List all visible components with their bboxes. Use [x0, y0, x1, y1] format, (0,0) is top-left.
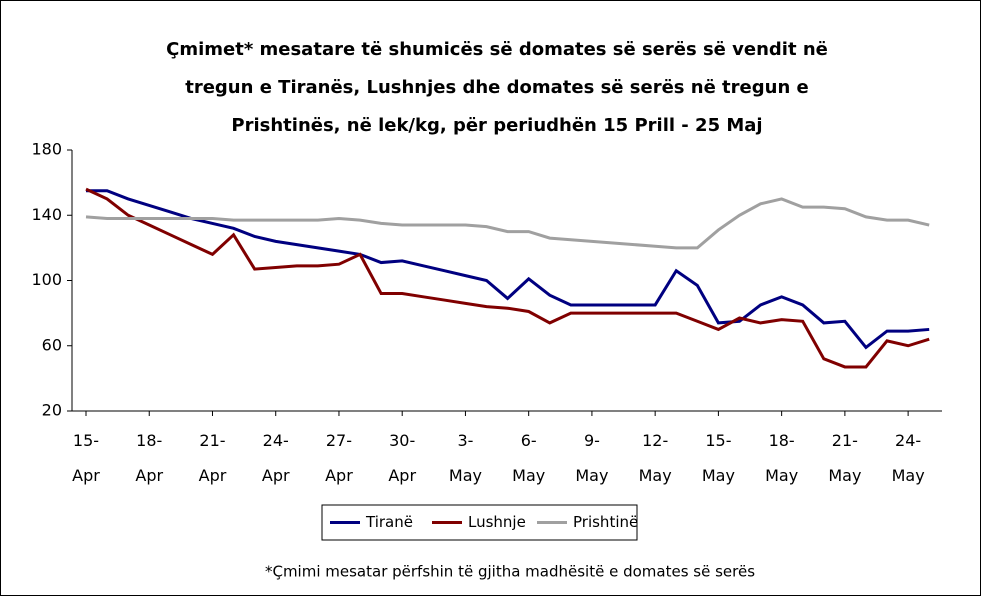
y-tick-label: 20 [42, 401, 62, 420]
chart-title: Prishtinës, në lek/kg, për periudhën 15 … [231, 115, 762, 136]
line-series [85, 187, 930, 369]
legend-label: Lushnje [468, 513, 526, 531]
x-tick-label: 21-May [828, 431, 861, 485]
x-tick-label: 27-Apr [325, 431, 353, 485]
legend-box [321, 504, 638, 541]
x-tick-label: 21-Apr [199, 431, 227, 485]
y-tick-label: 60 [42, 335, 62, 354]
chart-title: Çmimet* mesatare të shumicës së domates … [166, 39, 828, 60]
line-series [86, 189, 930, 350]
line-series [85, 197, 930, 250]
x-tick-label: 15-May [702, 431, 735, 485]
y-tick-label: 100 [31, 270, 62, 289]
x-tick-label: 12-May [639, 431, 672, 485]
x-tick-label: 24-Apr [262, 431, 290, 485]
x-tick-label: 18-May [765, 431, 798, 485]
x-tick-label: 15-Apr [72, 431, 100, 485]
legend-label: Tiranë [365, 513, 413, 531]
y-tick-label: 180 [31, 140, 62, 159]
chart-title: tregun e Tiranës, Lushnjes dhe domates s… [185, 77, 809, 98]
x-tick-label: 18-Apr [135, 431, 163, 485]
x-tick-label: 9-May [575, 431, 608, 485]
y-tick-label: 140 [31, 205, 62, 224]
x-tick-label: 6-May [512, 431, 545, 485]
x-tick-label: 3-May [449, 431, 482, 485]
x-tick-label: 30-Apr [388, 431, 416, 485]
x-tick-label: 24-May [892, 431, 925, 485]
footnote: *Çmimi mesatar përfshin të gjitha madhës… [265, 563, 755, 581]
legend-label: Prishtinë [573, 513, 638, 531]
